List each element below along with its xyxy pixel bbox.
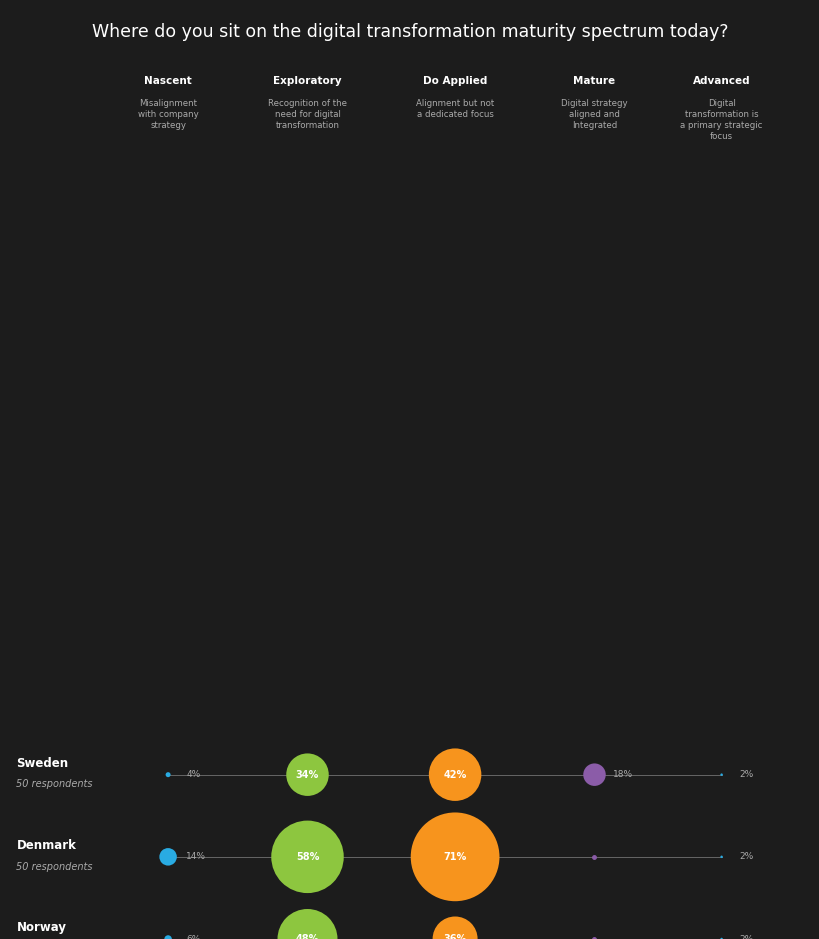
Point	[448, 849, 461, 864]
Text: Alignment but not
a dedicated focus: Alignment but not a dedicated focus	[415, 99, 494, 118]
Point	[161, 931, 174, 939]
Text: 42%: 42%	[443, 770, 466, 779]
Text: 36%: 36%	[443, 934, 466, 939]
Point	[301, 931, 314, 939]
Text: 34%: 34%	[296, 770, 319, 779]
Point	[587, 767, 600, 782]
Text: Digital strategy
aligned and
Integrated: Digital strategy aligned and Integrated	[560, 99, 627, 130]
Text: Exploratory: Exploratory	[273, 76, 342, 86]
Point	[161, 849, 174, 864]
Text: 6%: 6%	[186, 934, 201, 939]
Point	[448, 767, 461, 782]
Text: Nascent: Nascent	[144, 76, 192, 86]
Text: 2%: 2%	[739, 934, 753, 939]
Text: 58%: 58%	[296, 852, 319, 862]
Text: 71%: 71%	[443, 852, 466, 862]
Text: 50 respondents: 50 respondents	[16, 779, 93, 790]
Point	[714, 849, 727, 864]
Point	[448, 931, 461, 939]
Text: Mature: Mature	[572, 76, 615, 86]
Text: Do Applied: Do Applied	[423, 76, 486, 86]
Text: 18%: 18%	[612, 770, 632, 779]
Text: Sweden: Sweden	[16, 757, 69, 770]
Text: 2%: 2%	[739, 853, 753, 861]
Text: Misalignment
with company
strategy: Misalignment with company strategy	[138, 99, 198, 130]
Text: Norway: Norway	[16, 921, 66, 934]
Text: 14%: 14%	[186, 853, 206, 861]
Text: Digital
transformation is
a primary strategic
focus: Digital transformation is a primary stra…	[680, 99, 762, 141]
Text: Where do you sit on the digital transformation maturity spectrum today?: Where do you sit on the digital transfor…	[92, 23, 727, 41]
Text: Recognition of the
need for digital
transformation: Recognition of the need for digital tran…	[268, 99, 346, 130]
Text: Advanced: Advanced	[692, 76, 749, 86]
Text: 50 respondents: 50 respondents	[16, 862, 93, 871]
Point	[301, 849, 314, 864]
Text: 48%: 48%	[296, 934, 319, 939]
Text: Denmark: Denmark	[16, 839, 76, 853]
Text: 2%: 2%	[739, 770, 753, 779]
Point	[714, 931, 727, 939]
Text: 4%: 4%	[186, 770, 200, 779]
Point	[161, 767, 174, 782]
Point	[714, 767, 727, 782]
Point	[301, 767, 314, 782]
